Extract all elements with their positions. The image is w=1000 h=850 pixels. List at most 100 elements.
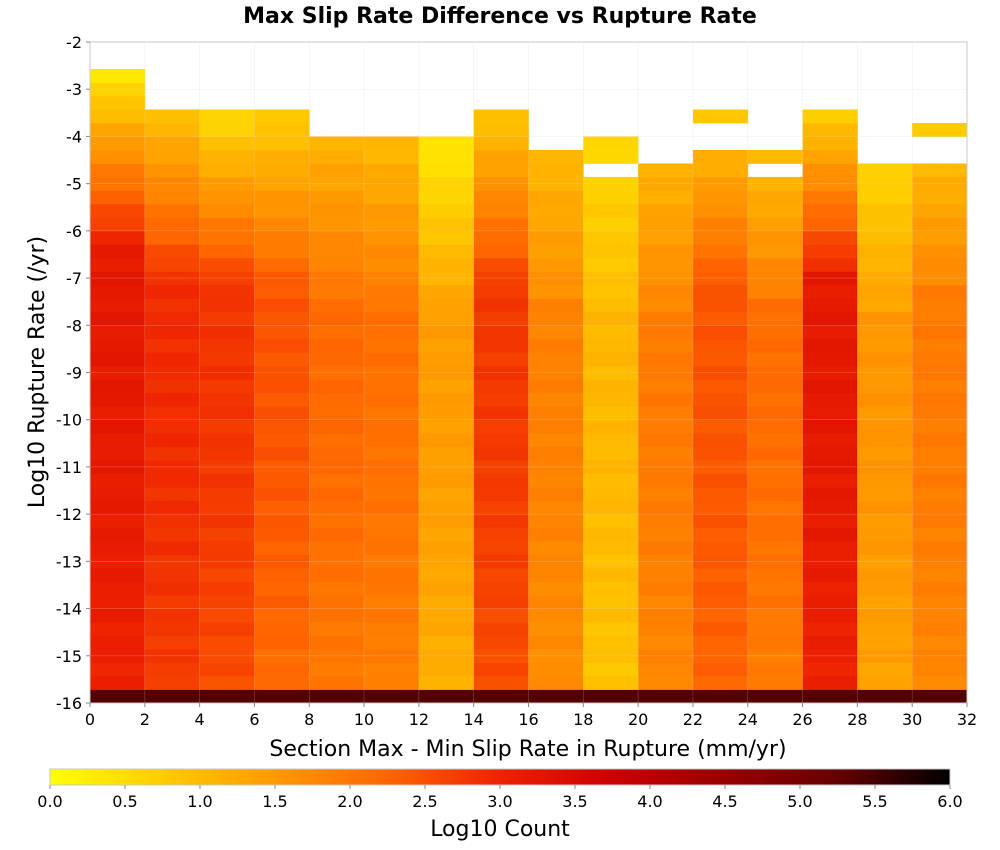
heatmap-cell: [528, 230, 584, 245]
heatmap-cell: [254, 689, 310, 704]
heatmap-cell: [144, 325, 201, 340]
y-tick-label: -14: [56, 600, 82, 619]
heatmap-cell: [857, 176, 913, 191]
heatmap-cell: [638, 190, 694, 205]
heatmap-cell: [638, 406, 694, 421]
heatmap-cell: [912, 217, 968, 232]
heatmap-cell: [638, 338, 694, 353]
heatmap-cell: [747, 325, 803, 340]
heatmap-cell: [857, 446, 913, 461]
heatmap-cell: [747, 230, 803, 245]
heatmap-cell: [857, 595, 913, 609]
heatmap-cell: [364, 514, 420, 529]
heatmap-cell: [418, 622, 475, 636]
heatmap-cell: [309, 311, 365, 326]
heatmap-cell: [747, 365, 803, 380]
heatmap-cell: [364, 649, 420, 663]
heatmap-cell: [747, 446, 803, 461]
chart-title: Max Slip Rate Difference vs Rupture Rate: [243, 4, 757, 29]
colorbar-gradient: [49, 768, 951, 786]
heatmap-cell: [747, 190, 803, 205]
heatmap-cell: [583, 676, 639, 690]
heatmap-cell: [638, 271, 694, 286]
heatmap-cell: [638, 608, 694, 623]
heatmap-cell: [364, 163, 420, 178]
heatmap-cell: [418, 338, 475, 353]
heatmap-cell: [418, 446, 475, 461]
y-axis-label: Log10 Rupture Rate (/yr): [25, 236, 50, 508]
heatmap-cell: [418, 635, 475, 650]
heatmap-cell: [254, 230, 310, 245]
heatmap-cell: [747, 581, 803, 596]
heatmap-cell: [473, 365, 529, 380]
heatmap-cell: [254, 149, 310, 164]
heatmap-cell: [199, 122, 255, 137]
heatmap-cell: [473, 352, 529, 367]
heatmap-cell: [912, 392, 968, 407]
heatmap-cell: [912, 190, 968, 205]
heatmap-cell: [638, 203, 694, 218]
colorbar-tick-label: 3.5: [562, 792, 587, 811]
heatmap-cell: [802, 487, 858, 502]
heatmap-cell: [747, 568, 803, 582]
colorbar: 0.0 0.5 1.0 1.5 2.0 2.5 3.0 3.5 4.0 4.5 5.0 5.5 6.0 …: [37, 768, 963, 842]
heatmap-cell: [638, 568, 694, 582]
heatmap-cell: [199, 325, 255, 340]
heatmap-cell: [802, 109, 858, 124]
heatmap-cell: [747, 392, 803, 407]
heatmap-cell: [857, 311, 913, 326]
heatmap-cell: [692, 446, 749, 461]
x-tick-label: 0: [85, 710, 95, 729]
heatmap-cell: [199, 433, 255, 448]
heatmap-cell: [364, 595, 420, 609]
heatmap-cell: [144, 419, 201, 434]
heatmap-cell: [747, 433, 803, 448]
heatmap-cell: [857, 230, 913, 245]
heatmap-cell: [364, 487, 420, 502]
heatmap-cell: [418, 311, 475, 326]
heatmap-cell: [199, 541, 255, 556]
heatmap-cell: [583, 190, 639, 205]
heatmap-cell: [418, 500, 475, 515]
heatmap-cell: [638, 257, 694, 272]
heatmap-cell: [309, 676, 365, 690]
heatmap-cell: [199, 136, 255, 151]
heatmap-cell: [144, 608, 201, 623]
heatmap-cell: [528, 203, 584, 218]
heatmap-cell: [90, 419, 146, 434]
heatmap-cell: [144, 689, 201, 704]
heatmap-cell: [692, 379, 749, 394]
heatmap-cell: [638, 473, 694, 488]
heatmap-cell: [418, 284, 475, 299]
heatmap-cell: [912, 595, 968, 609]
heatmap-cell: [90, 662, 146, 677]
heatmap-cell: [857, 392, 913, 407]
heatmap-cell: [199, 568, 255, 582]
heatmap-cell: [857, 406, 913, 421]
heatmap-cell: [638, 352, 694, 367]
heatmap-cell: [418, 298, 475, 313]
x-axis-ticks: 0 2 4 6 8 10 12 14 16 18 20 22 24 26 28 30 32: [85, 703, 977, 729]
heatmap-cell: [528, 689, 584, 704]
heatmap-cell: [912, 122, 968, 137]
heatmap-cell: [473, 379, 529, 394]
heatmap-cell: [473, 649, 529, 663]
heatmap-cell: [144, 203, 201, 218]
heatmap-cell: [912, 649, 968, 663]
heatmap-cell: [583, 649, 639, 663]
heatmap-cell: [199, 595, 255, 609]
heatmap-cell: [912, 635, 968, 650]
heatmap-cell: [857, 676, 913, 690]
heatmap-cell: [90, 689, 146, 704]
heatmap-cell: [418, 527, 475, 542]
heatmap-cell: [528, 554, 584, 569]
heatmap-cell: [364, 541, 420, 556]
heatmap-cell: [309, 284, 365, 299]
heatmap-cell: [90, 163, 146, 178]
heatmap-cell: [857, 325, 913, 340]
heatmap-cell: [90, 649, 146, 663]
heatmap-cell: [638, 311, 694, 326]
heatmap-cell: [857, 581, 913, 596]
y-tick-label: -4: [66, 127, 82, 146]
heatmap-cell: [144, 149, 201, 164]
